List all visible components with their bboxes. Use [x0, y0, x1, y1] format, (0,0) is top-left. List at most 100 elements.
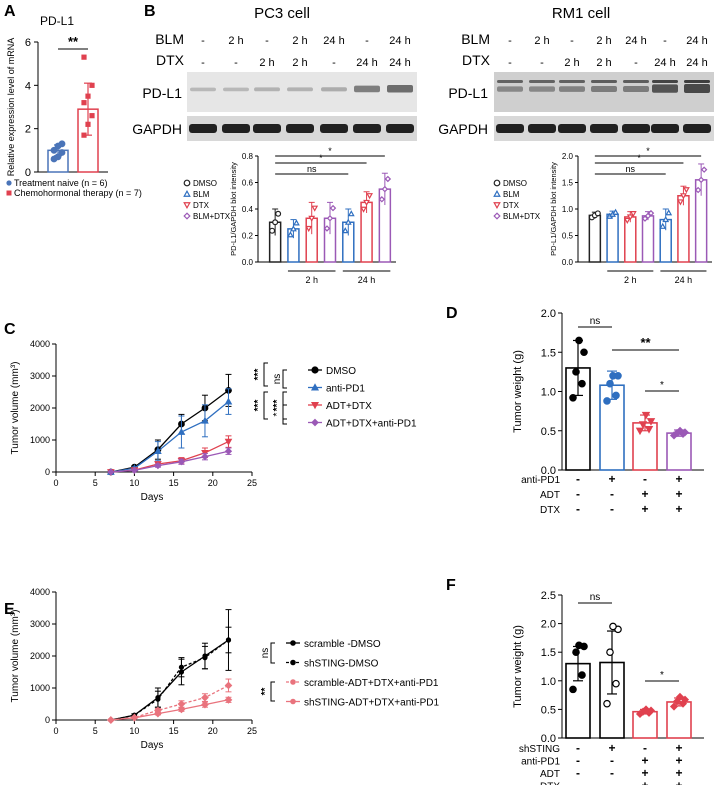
pdl1-band — [559, 80, 585, 83]
y-tick-label: 1000 — [30, 683, 50, 693]
lane-condition: - — [265, 35, 269, 47]
data-point — [384, 175, 392, 183]
lane-condition: - — [508, 35, 512, 47]
pdl1-band — [321, 87, 347, 92]
significance-bracket — [263, 362, 268, 387]
data-point — [58, 149, 66, 156]
treatment-mark: + — [675, 766, 682, 780]
data-point — [311, 205, 319, 212]
data-point — [580, 348, 588, 357]
data-point — [578, 671, 586, 679]
data-point — [326, 215, 334, 222]
x-tick-label: 10 — [129, 726, 139, 736]
significance-label: * — [637, 153, 641, 163]
series-line — [110, 401, 229, 473]
treatment-mark: + — [641, 487, 648, 501]
gapdh-band — [189, 124, 217, 133]
lane-condition: - — [365, 35, 369, 47]
y-tick-label: 0.5 — [541, 426, 556, 438]
y-axis-label: Tumor volume (mm³) — [10, 610, 21, 703]
x-tick-label: 20 — [208, 478, 218, 488]
data-point — [609, 371, 617, 380]
legend-label: shSTING-DMSO — [304, 659, 379, 670]
data-point — [680, 193, 687, 200]
y-tick-label: 2000 — [30, 651, 50, 661]
legend-label: DTX — [503, 201, 520, 210]
significance-label: * — [319, 153, 323, 163]
pdl1-band — [287, 87, 313, 92]
data-point — [665, 209, 673, 216]
x-tick-label: 15 — [169, 478, 179, 488]
lane-condition: 24 h — [654, 57, 675, 69]
significance-label: ns — [272, 374, 283, 385]
data-point — [612, 391, 620, 400]
treatment-mark: - — [576, 766, 580, 780]
data-point — [269, 227, 276, 234]
group-label: 2 h — [624, 275, 637, 285]
treatment-row-label: DTX — [540, 505, 560, 516]
legend-label: Chemohormonal therapy (n = 7) — [14, 188, 142, 198]
data-point — [323, 225, 331, 232]
data-point — [675, 692, 685, 701]
bar — [624, 216, 637, 263]
legend-label: DMSO — [326, 366, 356, 377]
lane-condition: 24 h — [686, 57, 707, 69]
legend-marker — [6, 190, 12, 196]
y-axis-label: PD-L1/GAPDH blot intensity — [549, 162, 558, 256]
legend-label: scramble-ADT+DTX+anti-PD1 — [304, 678, 439, 689]
data-point — [672, 697, 682, 706]
legend-label: DTX — [193, 201, 210, 210]
data-point — [85, 93, 91, 99]
data-point — [644, 426, 654, 434]
pdl1-band — [684, 84, 710, 93]
significance-bracket — [270, 642, 275, 664]
treatment-row-label: DTX — [156, 52, 185, 68]
data-point — [647, 209, 655, 217]
legend-marker — [183, 202, 191, 210]
series-line — [110, 389, 229, 473]
pdl1-band — [591, 80, 617, 83]
series-line — [110, 639, 229, 721]
y-tick-label: 0.4 — [242, 205, 254, 214]
x-tick-label: 5 — [93, 726, 98, 736]
lane-condition: 24 h — [389, 57, 410, 69]
lane-condition: 24 h — [389, 35, 410, 47]
y-tick-label: 0 — [45, 467, 50, 477]
y-tick-label: 4000 — [30, 339, 50, 349]
legend-marker — [311, 366, 319, 374]
legend-marker — [6, 180, 12, 186]
panel-letter: A — [4, 3, 16, 20]
gapdh-band — [622, 124, 650, 133]
data-point — [201, 416, 209, 424]
series-line — [110, 684, 229, 721]
data-point — [224, 695, 233, 704]
treatment-mark: - — [610, 754, 614, 768]
data-point — [224, 438, 233, 446]
lane-condition: 2 h — [534, 35, 549, 47]
x-tick-label: 10 — [129, 478, 139, 488]
lane-condition: 2 h — [292, 35, 307, 47]
data-point — [360, 206, 367, 213]
data-point — [606, 648, 614, 657]
data-point — [341, 227, 349, 234]
data-point — [308, 215, 316, 222]
legend-marker — [183, 189, 191, 197]
treatment-row-label: DTX — [462, 52, 491, 68]
data-point — [305, 225, 313, 233]
panel-letter: E — [4, 601, 15, 618]
y-axis-label: Tumor volume (mm³) — [10, 362, 21, 455]
data-point — [201, 700, 209, 709]
y-tick-label: 2.5 — [541, 590, 556, 602]
y-tick-label: 1.0 — [541, 387, 556, 399]
y-tick-label: 0.5 — [541, 704, 556, 716]
treatment-mark: + — [641, 754, 648, 768]
legend-label: BLM+DTX — [503, 212, 541, 221]
y-axis-label: PD-L1/GAPDH blot intensity — [229, 162, 238, 256]
chart-title: PD-L1 — [40, 14, 74, 28]
significance-bracket — [282, 369, 287, 389]
treatment-row-label: BLM — [461, 31, 490, 47]
band-label: PD-L1 — [448, 85, 488, 101]
legend-label: BLM — [503, 190, 520, 199]
data-point — [329, 204, 337, 212]
pdl1-band — [529, 86, 555, 92]
